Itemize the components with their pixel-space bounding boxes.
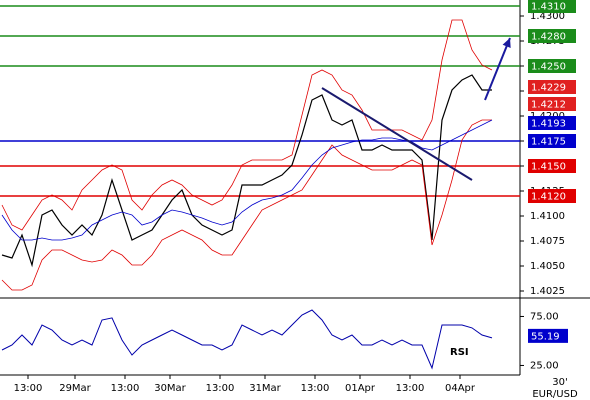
series-line — [1, 309, 493, 370]
level-box — [528, 159, 576, 173]
level-box — [528, 116, 576, 130]
x-tick-label: 04Apr — [445, 383, 476, 394]
timeframe: 30' — [552, 377, 567, 388]
y-tick-label: 1.4050 — [530, 261, 565, 272]
x-tick-label: 13:00 — [396, 383, 425, 394]
y-tick-label: 25.00 — [530, 360, 559, 371]
series-line — [1, 119, 492, 291]
x-tick-label: 30Mar — [154, 383, 186, 394]
arrow-head — [502, 38, 511, 48]
level-label: 1.4280 — [531, 32, 566, 43]
x-tick-label: 13:00 — [14, 383, 43, 394]
level-box — [528, 80, 576, 94]
x-tick-label: 31Mar — [249, 383, 281, 394]
level-box — [528, 59, 576, 73]
y-tick-label: 1.4300 — [530, 11, 565, 22]
level-label: 1.4212 — [531, 100, 566, 111]
symbol: EUR/USD — [532, 389, 578, 400]
level-label: 1.4193 — [531, 119, 566, 130]
y-tick-label: 1.4025 — [530, 286, 565, 297]
level-label: 1.4310 — [531, 2, 566, 13]
level-label: 1.4250 — [531, 62, 566, 73]
level-box — [528, 29, 576, 43]
x-tick-label: 13:00 — [206, 383, 235, 394]
level-box — [528, 97, 576, 111]
level-label: 1.4175 — [531, 137, 566, 148]
y-tick-label: 75.00 — [530, 311, 559, 322]
level-label: 1.4120 — [531, 192, 566, 203]
level-label: 1.4150 — [531, 162, 566, 173]
y-tick-label: 1.4075 — [530, 236, 565, 247]
x-tick-label: 29Mar — [59, 383, 91, 394]
rsi-label: RSI — [450, 347, 469, 358]
y-tick-label: 1.4100 — [530, 211, 565, 222]
trend-line — [321, 87, 473, 181]
last-value-label: 55.19 — [531, 331, 560, 342]
x-tick-label: 13:00 — [301, 383, 330, 394]
level-box — [528, 134, 576, 148]
forecast-arrow — [484, 37, 511, 101]
last-value-box — [528, 328, 568, 343]
level-box — [528, 0, 576, 13]
x-tick-label: 13:00 — [111, 383, 140, 394]
series-line — [1, 19, 493, 231]
level-label: 1.4229 — [531, 83, 566, 94]
series-line — [1, 74, 492, 268]
level-box — [528, 189, 576, 203]
x-tick-label: 01Apr — [345, 383, 376, 394]
